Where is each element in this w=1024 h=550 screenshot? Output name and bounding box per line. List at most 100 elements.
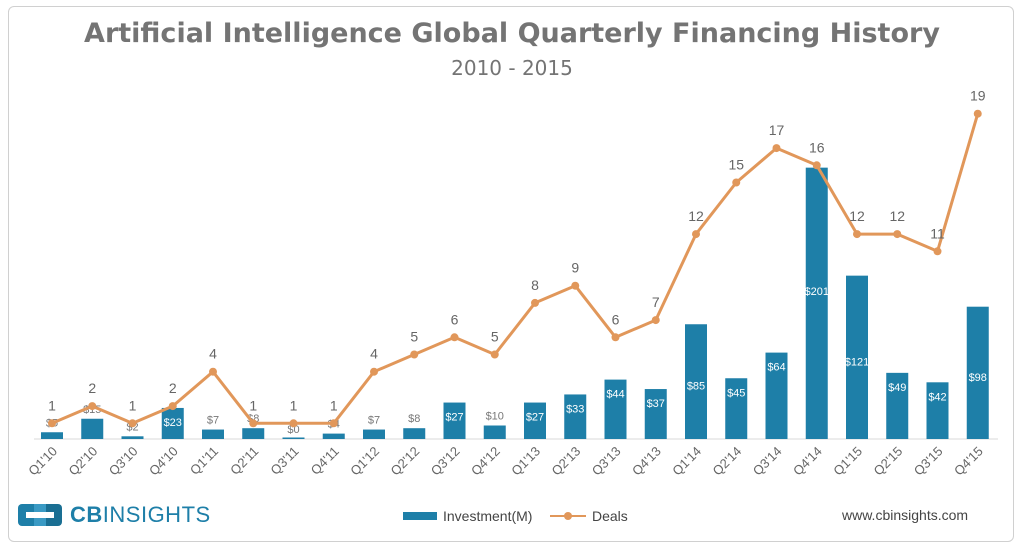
- bar-investment: [161, 407, 184, 439]
- x-tick-label: Q4'11: [308, 444, 342, 478]
- deals-point: [48, 419, 56, 428]
- x-tick-label: Q3'12: [428, 444, 463, 479]
- bar-value-label: $27: [445, 412, 463, 424]
- deals-value-label: 4: [370, 346, 378, 362]
- deals-value-label: 5: [491, 329, 499, 345]
- bar-value-label: $49: [888, 382, 906, 394]
- x-tick-label: Q4'13: [629, 444, 664, 479]
- bar-investment: [846, 275, 868, 439]
- x-tick-label: Q1'10: [25, 444, 60, 479]
- deals-value-label: 12: [849, 208, 865, 224]
- deals-point: [651, 316, 660, 325]
- bar-investment: [604, 379, 627, 439]
- deals-value-label: 12: [688, 208, 704, 224]
- bar-value-label: $7: [368, 415, 380, 427]
- bar-investment: [926, 382, 949, 439]
- x-tick-label: Q3'14: [750, 444, 785, 479]
- bar-investment: [685, 324, 707, 439]
- chart-frame: [8, 6, 1014, 542]
- cb-insights-logo-mark: [18, 500, 64, 530]
- deals-point: [370, 367, 378, 376]
- deals-point: [410, 350, 419, 359]
- x-tick-label: Q1'12: [347, 444, 382, 479]
- bar-investment: [121, 436, 144, 439]
- deals-value-label: 17: [769, 122, 785, 138]
- deals-value-label: 1: [290, 397, 298, 413]
- deals-value-label: 1: [249, 397, 257, 413]
- cb-insights-logo: CBINSIGHTS: [18, 500, 211, 530]
- chart-plot-area: $5$15$2$23$7$8$0$4$7$8$27$10$27$33$44$37…: [25, 88, 998, 479]
- bar-investment: [41, 432, 63, 439]
- x-tick-label: Q2'15: [871, 444, 906, 479]
- bar-value-label: $0: [287, 424, 299, 436]
- deals-point: [88, 402, 97, 411]
- bar-value-label: $7: [207, 415, 219, 427]
- bar-value-label: $42: [928, 391, 946, 403]
- deals-value-label: 8: [531, 277, 539, 293]
- deals-point: [209, 367, 217, 376]
- deals-point: [853, 230, 861, 239]
- x-tick-label: Q2'12: [388, 444, 423, 479]
- deals-value-label: 2: [88, 380, 96, 396]
- chart-subtitle: 2010 - 2015: [451, 56, 573, 80]
- deals-point: [128, 419, 137, 428]
- deals-value-label: 1: [48, 397, 56, 413]
- x-tick-label: Q1'14: [669, 444, 704, 479]
- x-tick-label: Q4'10: [146, 444, 181, 479]
- bar-investment: [765, 352, 788, 439]
- deals-value-label: 6: [451, 311, 459, 327]
- deals-point: [289, 419, 298, 428]
- x-tick-label: Q2'14: [710, 444, 745, 479]
- bar-investment: [564, 394, 587, 439]
- x-tick-label: Q2'10: [66, 444, 101, 479]
- x-tick-label: Q4'12: [468, 444, 503, 479]
- bar-investment: [966, 306, 989, 439]
- x-tick-label: Q4'15: [951, 444, 986, 479]
- x-tick-label: Q1'15: [830, 444, 865, 479]
- deals-value-label: 1: [330, 397, 338, 413]
- bar-investment: [202, 429, 224, 439]
- bar-investment: [282, 437, 305, 439]
- chart-legend: Investment(M) Deals: [0, 508, 1024, 528]
- x-tick-label: Q4'14: [790, 444, 825, 479]
- x-tick-label: Q1'13: [508, 444, 543, 479]
- bar-investment: [524, 402, 546, 439]
- deals-value-label: 1: [129, 397, 137, 413]
- deals-point: [692, 230, 700, 239]
- cb-insights-logo-text: CBINSIGHTS: [70, 502, 211, 527]
- bar-value-label: $98: [969, 372, 987, 384]
- x-tick-label: Q2'11: [227, 444, 261, 478]
- bar-investment: [483, 425, 506, 439]
- deals-point: [611, 333, 620, 342]
- deals-value-label: 16: [809, 139, 825, 155]
- deals-value-label: 7: [652, 294, 660, 310]
- bar-value-label: $85: [687, 381, 705, 393]
- legend-label-deals: Deals: [592, 508, 628, 524]
- x-tick-label: Q3'13: [589, 444, 624, 479]
- legend-item-deals: Deals: [550, 508, 628, 524]
- bar-value-label: $45: [727, 387, 745, 399]
- bar-value-label: $10: [486, 411, 504, 423]
- deals-value-label: 6: [612, 311, 620, 327]
- bar-investment: [443, 402, 466, 439]
- deals-value-label: 5: [410, 329, 418, 345]
- bar-value-label: $37: [647, 398, 665, 410]
- deals-point: [249, 419, 258, 428]
- bar-investment: [403, 428, 426, 439]
- bar-value-label: $44: [606, 389, 624, 401]
- deals-point: [571, 281, 580, 290]
- deals-value-label: 15: [728, 157, 744, 173]
- x-tick-label: Q3'11: [267, 444, 301, 478]
- deals-point: [973, 109, 982, 118]
- bar-investment: [81, 418, 104, 439]
- bar-investment: [805, 167, 828, 439]
- legend-swatch-deals: [550, 511, 586, 521]
- deals-value-label: 19: [970, 88, 986, 104]
- deals-point: [329, 419, 338, 428]
- deals-point: [450, 333, 459, 342]
- deals-value-label: 4: [209, 346, 217, 362]
- deals-value-label: 2: [169, 380, 177, 396]
- deals-point: [531, 298, 539, 307]
- deals-point: [772, 144, 781, 153]
- deals-point: [933, 247, 942, 256]
